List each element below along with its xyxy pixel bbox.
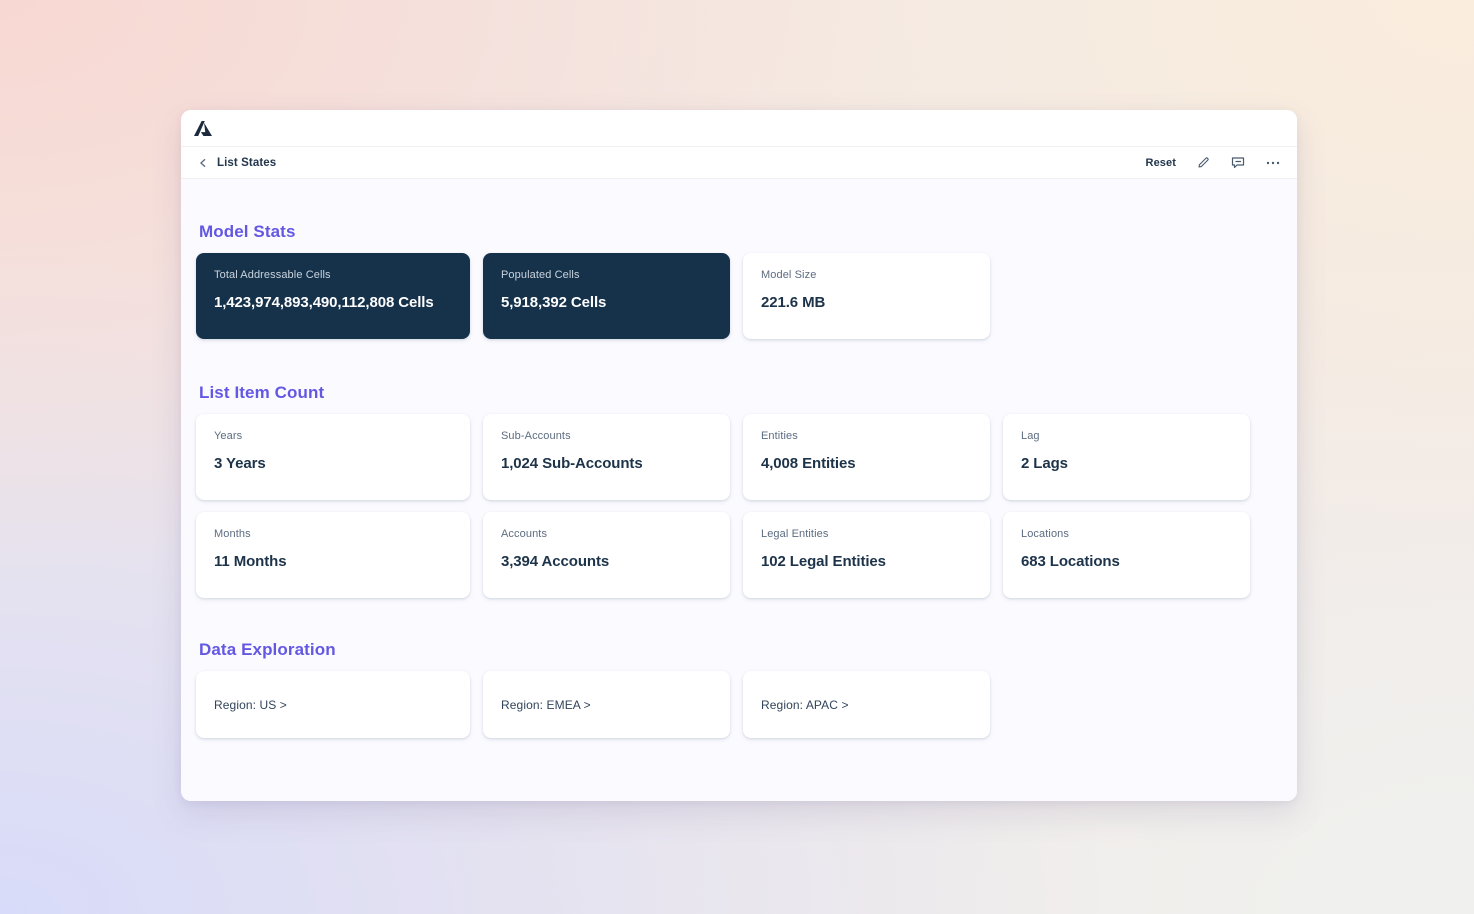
data-exploration-grid: Region: US > Region: EMEA > Region: APAC… [196,671,1282,738]
logo-bar [181,110,1297,146]
card-label: Populated Cells [501,269,580,281]
card-value: 2 Lags [1021,455,1068,472]
card-value: 221.6 MB [761,294,826,311]
card-label: Sub-Accounts [501,430,571,442]
card-value: 11 Months [214,553,287,570]
card-lag: Lag 2 Lags [1003,414,1250,500]
list-item-count-grid: Years 3 Years Sub-Accounts 1,024 Sub-Acc… [196,414,1282,598]
dashboard-content: Model Stats Total Addressable Cells 1,42… [181,179,1297,801]
card-label: Total Addressable Cells [214,269,331,281]
anaplan-logo-icon [194,120,212,136]
card-populated-cells: Populated Cells 5,918,392 Cells [483,253,730,339]
card-sub-accounts: Sub-Accounts 1,024 Sub-Accounts [483,414,730,500]
card-months: Months 11 Months [196,512,470,598]
card-value: 1,423,974,893,490,112,808 Cells [214,294,434,311]
page-header: List States Reset [181,146,1297,179]
card-years: Years 3 Years [196,414,470,500]
reset-button[interactable]: Reset [1145,156,1176,169]
card-entities: Entities 4,008 Entities [743,414,990,500]
region-card-apac[interactable]: Region: APAC > [743,671,990,738]
back-chevron-icon [198,158,208,168]
app-window: List States Reset Model Sta [181,110,1297,801]
card-model-size: Model Size 221.6 MB [743,253,990,339]
card-value: 4,008 Entities [761,455,856,472]
card-value: 683 Locations [1021,553,1120,570]
card-locations: Locations 683 Locations [1003,512,1250,598]
breadcrumb: List States [217,156,277,169]
card-value: 3,394 Accounts [501,553,610,570]
region-link-label: Region: US > [214,697,287,712]
card-accounts: Accounts 3,394 Accounts [483,512,730,598]
card-label: Legal Entities [761,528,829,540]
back-breadcrumb[interactable]: List States [198,157,276,169]
card-value: 1,024 Sub-Accounts [501,455,643,472]
comment-bubble-icon[interactable] [1231,156,1245,169]
card-label: Accounts [501,528,548,540]
region-link-label: Region: APAC > [761,697,849,712]
card-value: 5,918,392 Cells [501,294,607,311]
card-label: Lag [1021,430,1040,442]
card-label: Years [214,430,243,442]
card-value: 102 Legal Entities [761,553,886,570]
section-title-model-stats: Model Stats [199,222,296,241]
more-ellipsis-icon[interactable] [1266,161,1280,165]
card-value: 3 Years [214,455,266,472]
card-total-addressable-cells: Total Addressable Cells 1,423,974,893,49… [196,253,470,339]
region-card-emea[interactable]: Region: EMEA > [483,671,730,738]
edit-pencil-icon[interactable] [1197,156,1210,169]
card-label: Months [214,528,251,540]
section-title-data-exploration: Data Exploration [199,640,336,659]
card-label: Entities [761,430,798,442]
region-link-label: Region: EMEA > [501,697,591,712]
section-title-list-item-count: List Item Count [199,383,325,402]
region-card-us[interactable]: Region: US > [196,671,470,738]
card-label: Locations [1021,528,1069,540]
card-legal-entities: Legal Entities 102 Legal Entities [743,512,990,598]
header-toolbar: Reset [1146,156,1280,169]
model-stats-grid: Total Addressable Cells 1,423,974,893,49… [196,253,1282,339]
card-label: Model Size [761,269,817,281]
